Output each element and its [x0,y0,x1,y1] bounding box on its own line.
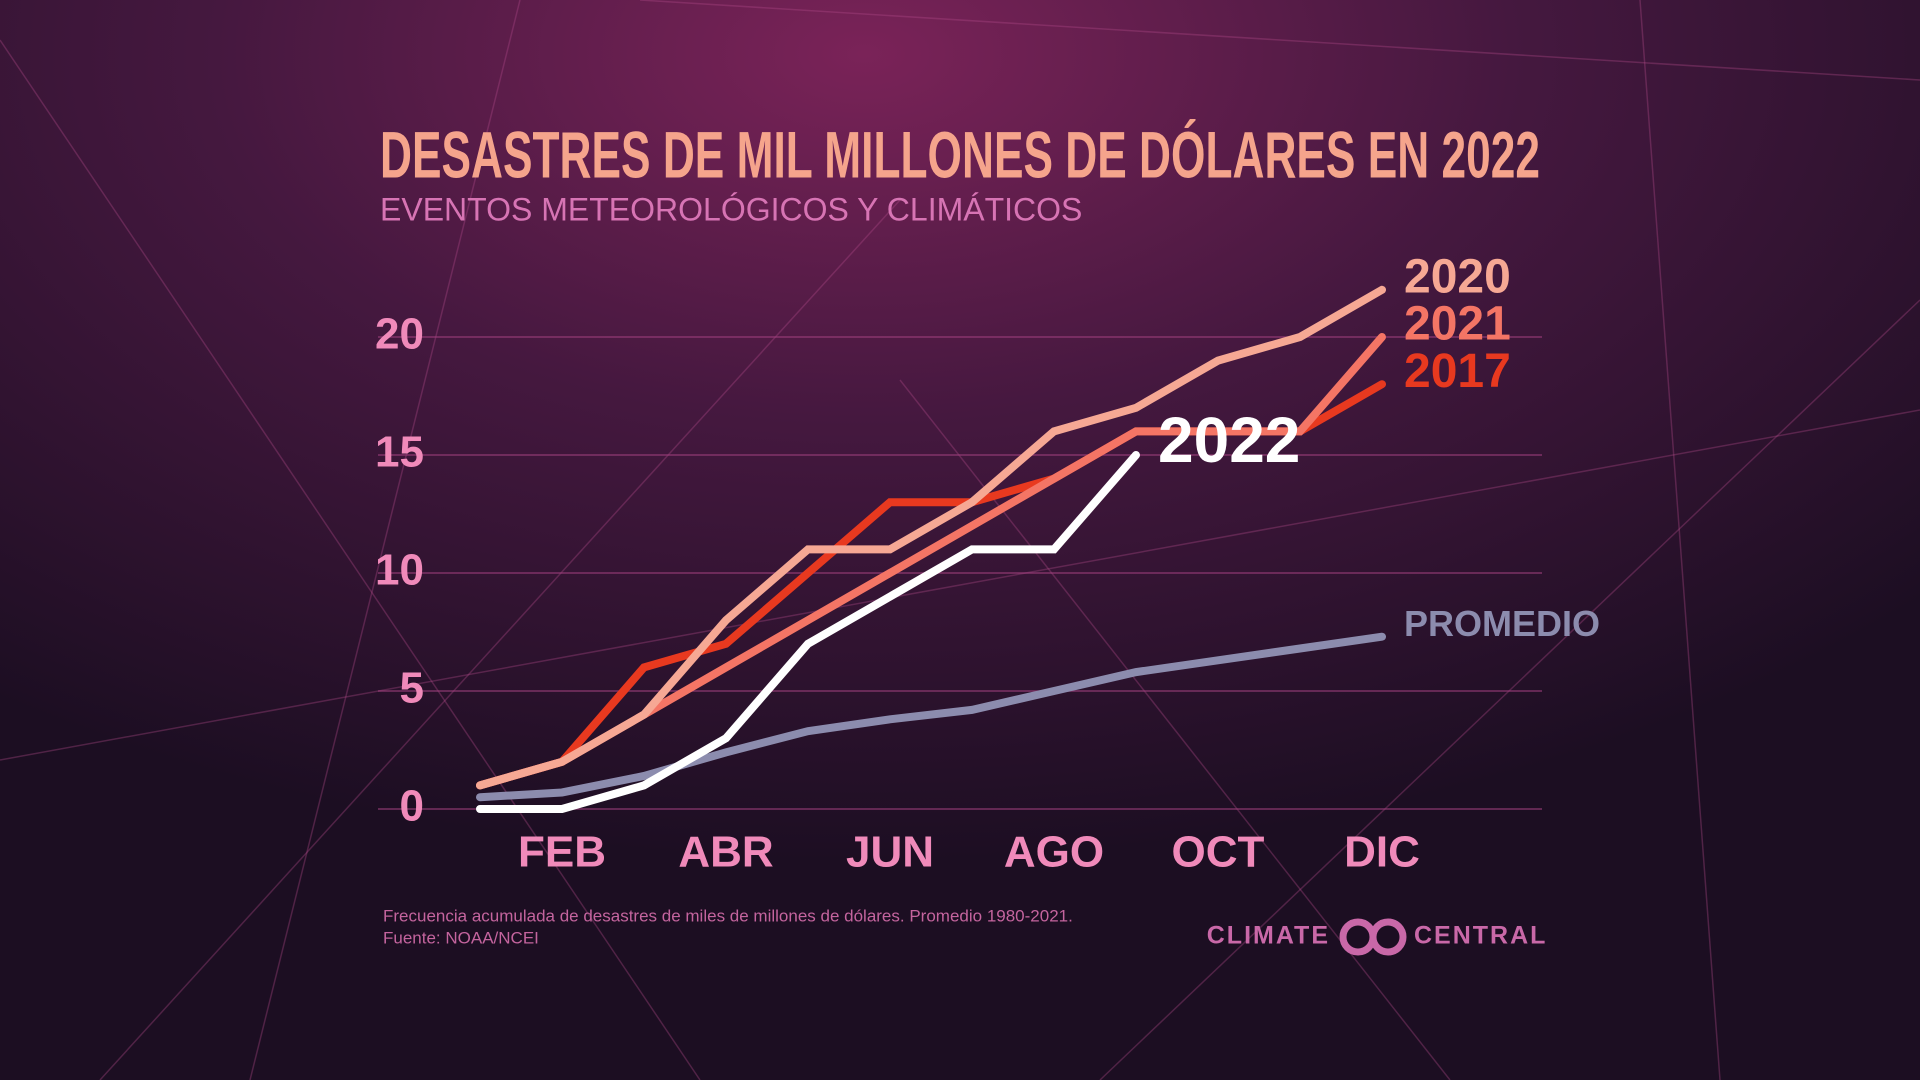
footnote: Frecuencia acumulada de desastres de mil… [383,906,1073,925]
series-label: 2022 [1158,404,1300,476]
x-tick-label: DIC [1344,828,1420,877]
series-label: 2021 [1404,298,1511,351]
chart-subtitle: EVENTOS METEOROLÓGICOS Y CLIMÁTICOS [380,191,1082,227]
x-tick-label: AGO [1004,828,1104,877]
series-line [476,632,1386,802]
source: Fuente: NOAA/NCEI [383,928,539,947]
logo-text: CENTRAL [1414,922,1547,950]
x-tick-label: JUN [846,828,934,877]
x-tick-label: ABR [678,828,773,877]
series-line [476,285,1386,790]
y-tick-label: 5 [400,664,424,713]
logo-text: CLIMATE [1207,922,1330,950]
x-tick-label: FEB [518,828,606,877]
y-tick-label: 10 [375,546,424,595]
series-line [476,451,1140,813]
chart-title: DESASTRES DE MIL MILLONES DE DÓLARES EN … [380,117,1540,191]
x-tick-label: OCT [1172,828,1265,877]
series-label: PROMEDIO [1404,603,1600,644]
y-tick-label: 20 [375,310,424,359]
y-tick-label: 0 [400,782,424,831]
logo-icon [1339,918,1407,956]
series-label: 2017 [1404,345,1511,398]
series-label: 2020 [1404,250,1511,303]
y-tick-label: 15 [375,428,424,477]
